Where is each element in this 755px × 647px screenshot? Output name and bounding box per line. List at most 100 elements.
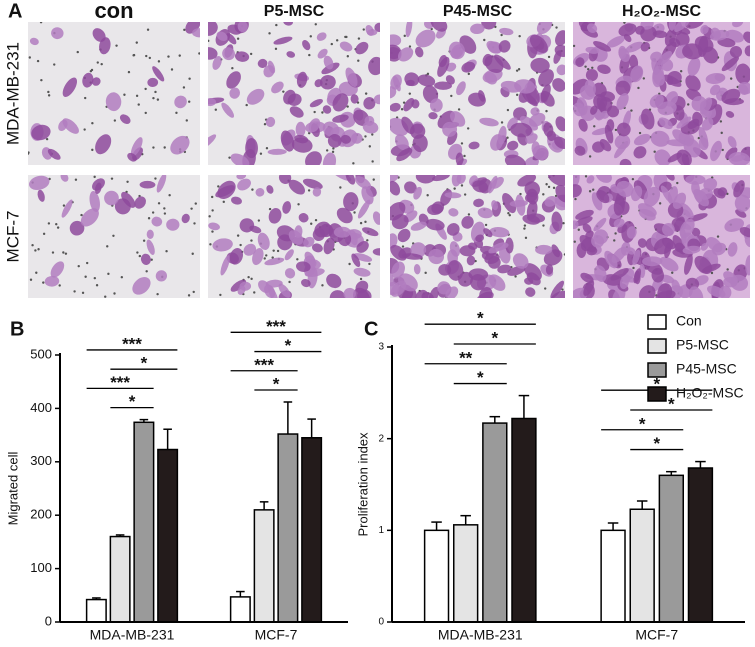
cell (95, 134, 112, 155)
cell (519, 115, 538, 131)
cell (555, 184, 565, 203)
pore (163, 212, 167, 215)
cell (345, 67, 358, 88)
pore (157, 202, 161, 205)
significance-label: * (668, 394, 675, 413)
cell (536, 22, 553, 34)
cell (546, 130, 556, 141)
cell (397, 47, 414, 62)
pore (563, 253, 565, 256)
cell (288, 179, 306, 195)
pore (592, 188, 595, 191)
cell (340, 134, 352, 144)
cell (286, 51, 296, 58)
cell (484, 71, 498, 85)
cell (415, 175, 436, 184)
pore (463, 154, 466, 158)
pore (547, 185, 551, 189)
cell (146, 239, 155, 255)
cell (237, 22, 248, 33)
pore (198, 52, 200, 55)
cell (362, 121, 379, 134)
cell (659, 256, 679, 272)
pore (545, 183, 548, 186)
cell (390, 233, 398, 249)
y-tick-label: 1 (378, 525, 384, 536)
cell (91, 77, 101, 86)
pore (175, 111, 178, 115)
cell (626, 226, 637, 239)
panel-label: A (8, 0, 22, 22)
cell (619, 158, 632, 165)
pore (265, 254, 268, 257)
cell (319, 74, 336, 90)
pore (84, 96, 87, 100)
pore (253, 291, 256, 294)
bar (423, 529, 450, 623)
pore (126, 180, 129, 184)
cell (374, 22, 380, 32)
pore (542, 193, 545, 196)
cell (473, 198, 484, 208)
pore (309, 35, 312, 38)
cell (640, 22, 654, 30)
cell (584, 79, 596, 97)
pore (562, 222, 565, 225)
cell (317, 48, 328, 59)
pore (671, 271, 674, 274)
pore (545, 109, 548, 113)
cell (596, 97, 606, 114)
cell (525, 287, 536, 297)
cell (660, 185, 673, 204)
cell (517, 175, 537, 187)
cell (255, 188, 265, 197)
pore (463, 193, 467, 196)
bar (452, 524, 479, 623)
cell (709, 84, 721, 96)
pore (58, 284, 61, 287)
y-tick-label: 300 (30, 453, 52, 468)
cell (222, 47, 235, 61)
legend-swatch (647, 362, 667, 378)
pore (113, 292, 116, 295)
cell (585, 69, 599, 82)
cell (455, 152, 464, 165)
cell (461, 215, 474, 229)
pore (450, 94, 453, 98)
pore (362, 28, 365, 31)
pore (183, 28, 186, 32)
cell (599, 139, 612, 152)
cell (403, 98, 415, 112)
pore (632, 266, 635, 270)
pore (313, 110, 316, 114)
pore (37, 248, 40, 251)
pore (120, 276, 124, 279)
cell (586, 175, 595, 184)
cell (353, 267, 371, 277)
cell (512, 253, 529, 269)
cell (401, 253, 423, 260)
pore (614, 232, 617, 235)
cell (679, 218, 695, 238)
pore (330, 42, 333, 46)
cell (296, 71, 308, 88)
pore (28, 151, 30, 154)
pore (331, 150, 335, 154)
cell (428, 286, 439, 298)
cell (544, 196, 558, 207)
pore (364, 92, 368, 95)
cell (498, 40, 511, 53)
pore (584, 175, 588, 178)
cell (327, 134, 342, 148)
cell (724, 218, 745, 232)
pore (408, 45, 412, 48)
pore (193, 222, 196, 225)
cell (368, 56, 380, 76)
cell (633, 268, 642, 284)
cell (693, 189, 709, 207)
pore (339, 186, 342, 189)
pore (51, 251, 55, 254)
cell (724, 98, 744, 106)
cell (651, 267, 665, 283)
